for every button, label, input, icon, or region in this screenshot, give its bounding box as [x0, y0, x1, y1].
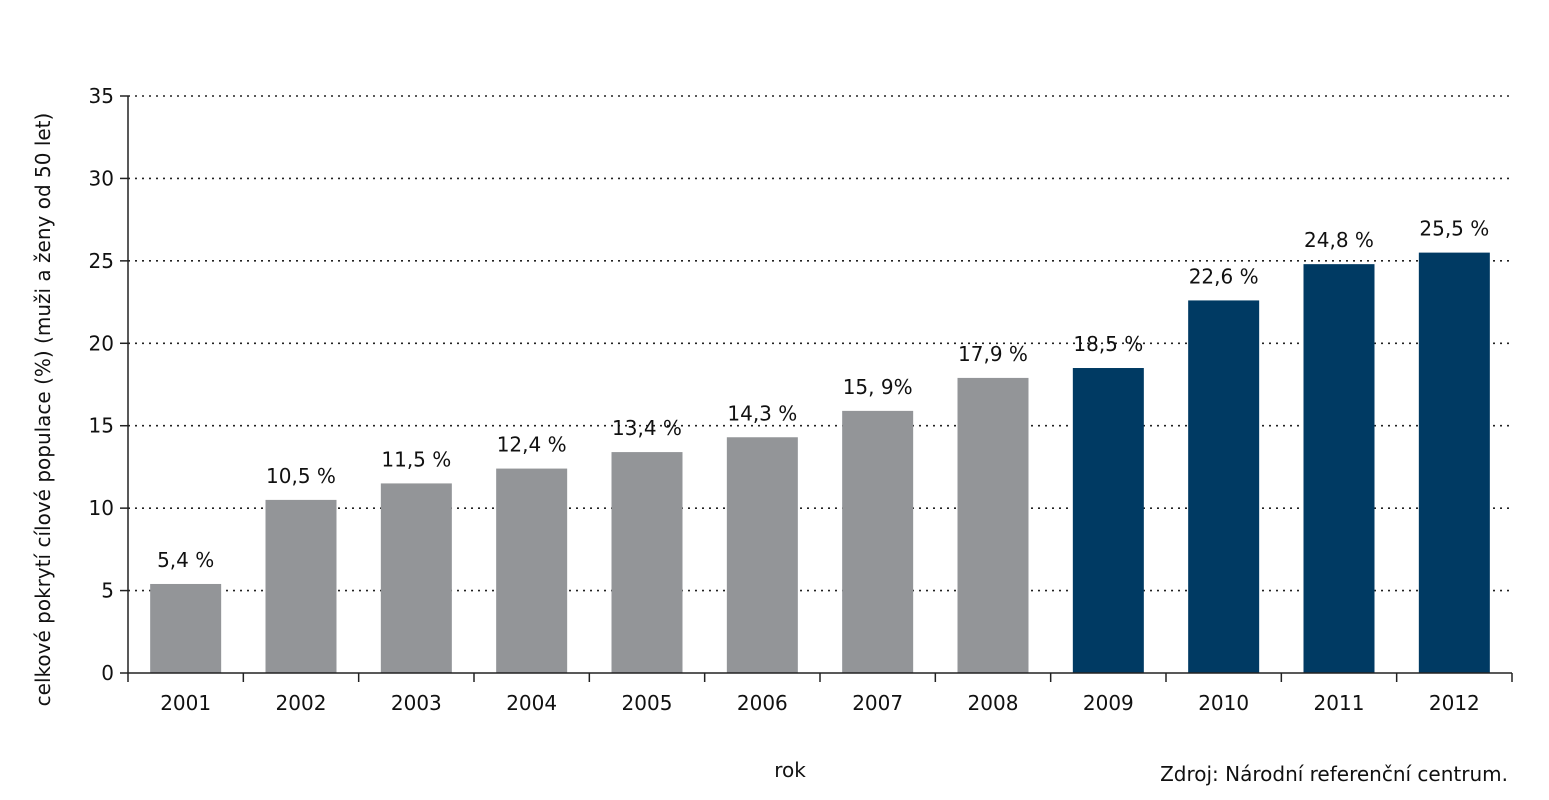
data-label: 14,3 %	[727, 401, 797, 425]
bar	[150, 583, 222, 673]
x-tick-label: 2008	[968, 691, 1019, 715]
x-tick-label: 2006	[737, 691, 788, 715]
data-label: 18,5 %	[1073, 332, 1143, 356]
bars	[150, 252, 1490, 673]
bar	[957, 377, 1029, 673]
x-tick-label: 2012	[1429, 691, 1480, 715]
x-tick-label: 2010	[1198, 691, 1249, 715]
y-tick-label: 10	[89, 496, 114, 520]
data-label: 17,9 %	[958, 342, 1028, 366]
bar	[1303, 264, 1375, 673]
data-label: 5,4 %	[157, 548, 214, 572]
bar	[1188, 300, 1260, 673]
bar	[1418, 252, 1490, 673]
x-tick-label: 2009	[1083, 691, 1134, 715]
x-tick-label: 2011	[1314, 691, 1365, 715]
data-label: 15, 9%	[843, 375, 913, 399]
data-label: 25,5 %	[1419, 217, 1489, 241]
y-tick-label: 5	[101, 579, 114, 603]
x-tick-label: 2004	[506, 691, 557, 715]
bar	[611, 452, 683, 673]
bar	[380, 483, 452, 673]
y-tick-label: 30	[89, 166, 114, 190]
bar	[842, 410, 914, 673]
data-label: 12,4 %	[497, 433, 567, 457]
x-tick-label: 2005	[622, 691, 673, 715]
bar	[726, 437, 798, 673]
y-tick-label: 0	[101, 661, 114, 685]
y-tick-label: 25	[89, 249, 114, 273]
bar	[1072, 368, 1144, 673]
x-axis-title: rok	[774, 758, 806, 782]
bar	[265, 499, 337, 673]
bar	[496, 468, 568, 673]
y-tick-label: 35	[89, 84, 114, 108]
x-tick-label: 2007	[852, 691, 903, 715]
data-labels: 5,4 % 10,5 % 11,5 % 12,4 % 13,4 % 14,3 % 15, 9…	[157, 217, 1489, 572]
y-axis-title: celkové pokrytí cílové populace (%) (muž…	[31, 113, 55, 707]
y-tick-label: 20	[89, 331, 114, 355]
data-label: 22,6 %	[1189, 264, 1259, 288]
data-label: 11,5 %	[381, 447, 451, 471]
axes: 0 5 10 15 20 25 30 35 2001 2002 2003 2004 2005 2006 20…	[89, 84, 1513, 715]
y-tick-label: 15	[89, 414, 114, 438]
x-tick-label: 2002	[276, 691, 327, 715]
x-tick-label: 2001	[160, 691, 211, 715]
data-label: 13,4 %	[612, 416, 682, 440]
source-note: Zdroj: Národní referenční centrum.	[1160, 762, 1508, 786]
data-label: 10,5 %	[266, 464, 336, 488]
data-label: 24,8 %	[1304, 228, 1374, 252]
x-tick-label: 2003	[391, 691, 442, 715]
